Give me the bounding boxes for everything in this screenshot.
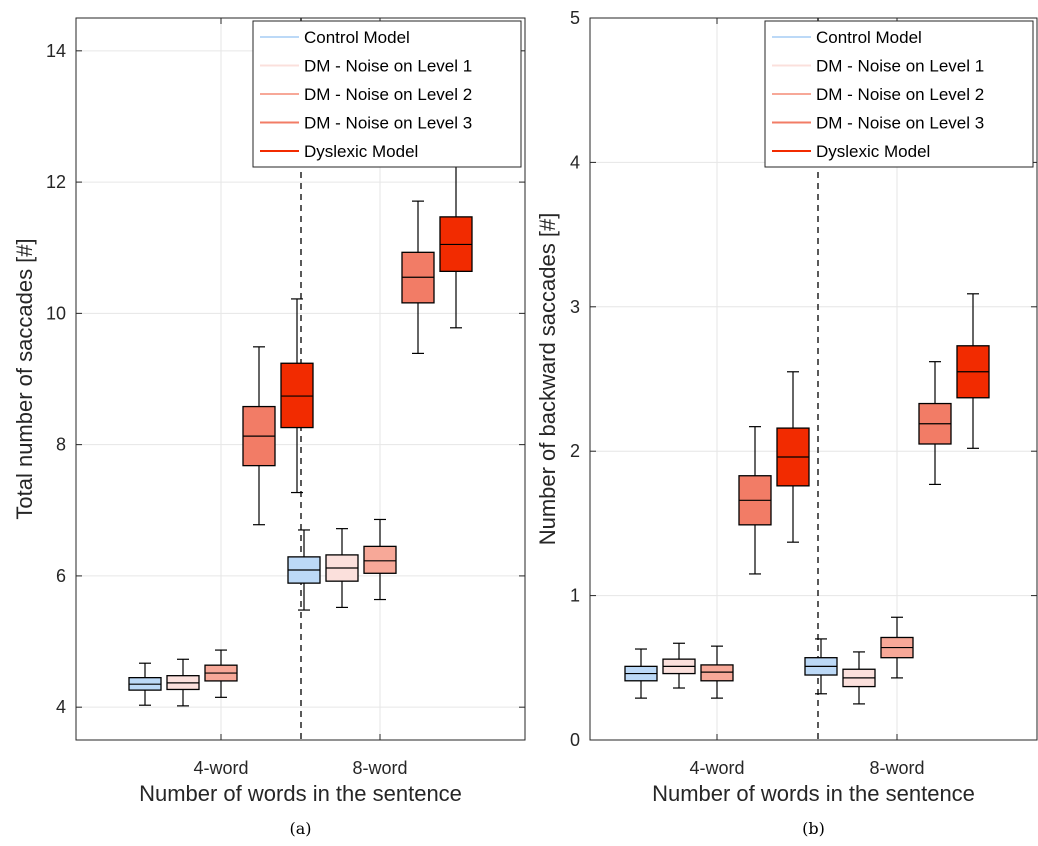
y-tick-label: 3 (570, 297, 580, 317)
y-tick-label: 2 (570, 441, 580, 461)
legend-entry: DM - Noise on Level 3 (304, 114, 472, 133)
box-dyslexic-model-4-word (776, 371, 810, 543)
box-dm-noise-on-level-1-4-word (662, 642, 696, 689)
legend-entry: Control Model (816, 28, 922, 47)
y-tick-label: 8 (56, 435, 66, 455)
box-iqr (363, 545, 397, 574)
panel-caption: (b) (802, 819, 825, 838)
box-dm-noise-on-level-3-8-word (918, 361, 952, 486)
box-dm-noise-on-level-1-8-word (842, 651, 876, 705)
legend: Control Model DM - Noise on Level 1 DM - N… (252, 20, 522, 168)
x-axis-label: Number of words in the sentence (652, 781, 975, 806)
y-tick-label: 10 (46, 303, 66, 323)
box-dm-noise-on-level-3-8-word (401, 200, 435, 355)
axes-frame (75, 17, 526, 741)
x-tick-label: 4-word (689, 758, 744, 778)
y-axis-label: Total number of saccades [#] (12, 238, 37, 519)
box-dm-noise-on-level-3-4-word (738, 426, 772, 575)
box-control-model-4-word (624, 648, 658, 699)
y-tick-label: 5 (570, 8, 580, 28)
legend-entry: DM - Noise on Level 1 (816, 57, 984, 76)
y-tick-label: 4 (56, 697, 66, 717)
box-dm-noise-on-level-2-8-word (880, 616, 914, 679)
box-dyslexic-model-8-word (956, 293, 990, 449)
legend-entry: DM - Noise on Level 1 (304, 57, 472, 76)
chart-panel-a: 4 6 8 10 12 14 4-word 8-word Number of words in … (12, 17, 526, 838)
box-control-model-4-word (128, 662, 162, 706)
panel-caption: (a) (289, 819, 311, 838)
x-tick-label: 8-word (869, 758, 924, 778)
y-tick-label: 4 (570, 152, 580, 172)
legend-entry: DM - Noise on Level 3 (816, 114, 984, 133)
box-dyslexic-model-4-word (280, 298, 314, 494)
chart-panel-b: 0 1 2 3 4 5 4-word 8-word Number of words in the… (535, 8, 1038, 838)
x-axis-label: Number of words in the sentence (139, 781, 462, 806)
legend-entry: Dyslexic Model (304, 142, 418, 161)
box-dm-noise-on-level-2-4-word (700, 645, 734, 699)
legend: Control Model DM - Noise on Level 1 DM - N… (764, 20, 1034, 168)
box-dm-noise-on-level-1-8-word (325, 528, 359, 609)
x-tick-label: 4-word (193, 758, 248, 778)
y-tick-label: 1 (570, 586, 580, 606)
box-control-model-8-word (287, 529, 321, 611)
x-tick-label: 8-word (352, 758, 407, 778)
y-tick-label: 14 (46, 41, 66, 61)
box-dyslexic-model-8-word (439, 160, 473, 329)
box-dm-noise-on-level-2-4-word (204, 649, 238, 698)
box-dm-noise-on-level-3-4-word (242, 346, 276, 526)
box-iqr (700, 664, 734, 682)
axes-frame (589, 17, 1038, 741)
box-dm-noise-on-level-2-8-word (363, 518, 397, 601)
y-tick-label: 12 (46, 172, 66, 192)
box-dm-noise-on-level-1-4-word (166, 658, 200, 707)
legend-entry: Dyslexic Model (816, 142, 930, 161)
y-tick-label: 0 (570, 730, 580, 750)
y-tick-label: 6 (56, 566, 66, 586)
legend-entry: Control Model (304, 28, 410, 47)
box-iqr (280, 362, 314, 429)
legend-entry: DM - Noise on Level 2 (816, 85, 984, 104)
box-control-model-8-word (804, 638, 838, 695)
legend-entry: DM - Noise on Level 2 (304, 85, 472, 104)
y-axis-label: Number of backward saccades [#] (535, 213, 560, 546)
